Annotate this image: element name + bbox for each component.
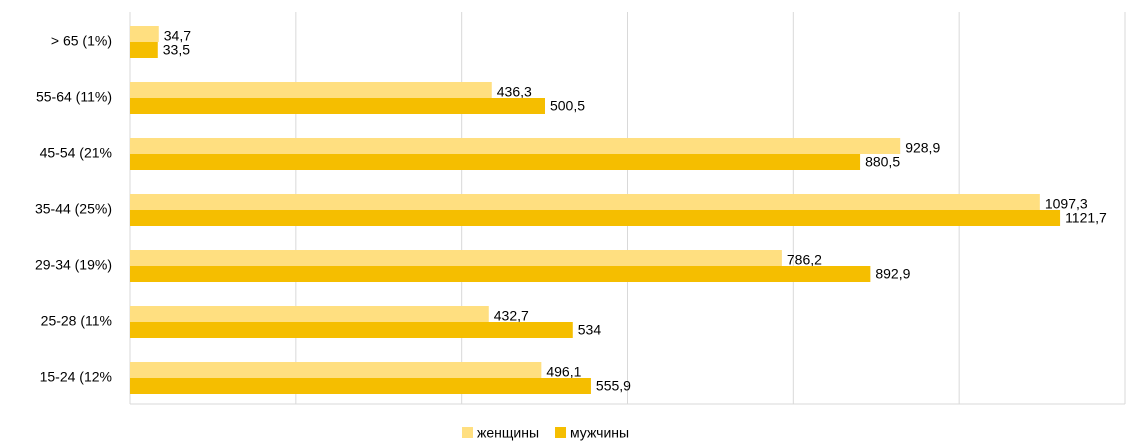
bar — [130, 266, 871, 282]
legend-swatch — [462, 427, 473, 438]
data-label: 534 — [578, 322, 602, 338]
bar — [130, 138, 901, 154]
bar — [130, 82, 492, 98]
bar — [130, 98, 545, 114]
bar — [130, 322, 573, 338]
bar — [130, 42, 158, 58]
bar — [130, 26, 159, 42]
data-label: 34,7 — [164, 28, 191, 44]
bar — [130, 362, 542, 378]
bar — [130, 210, 1061, 226]
data-label: 880,5 — [865, 154, 900, 170]
y-tick-label: > 65 (1%) — [51, 33, 112, 49]
y-tick-label: 25-28 (11% — [41, 313, 112, 329]
bar — [130, 154, 861, 170]
data-label: 500,5 — [550, 98, 585, 114]
bar — [130, 250, 782, 266]
legend-label: мужчины — [570, 425, 629, 441]
y-tick-label: 15-24 (12% — [40, 369, 112, 385]
data-label: 436,3 — [497, 84, 532, 100]
y-tick-label: 29-34 (19%) — [35, 257, 112, 273]
data-label: 33,5 — [163, 42, 190, 58]
bar — [130, 194, 1040, 210]
y-tick-label: 45-54 (21% — [40, 145, 112, 161]
bar — [130, 306, 489, 322]
legend-swatch — [555, 427, 567, 438]
y-tick-label: 55-64 (11%) — [36, 89, 112, 105]
data-label: 496,1 — [546, 364, 581, 380]
legend-label: женщины — [477, 425, 539, 441]
data-label: 1097,3 — [1045, 196, 1088, 212]
data-label: 555,9 — [596, 378, 631, 394]
data-label: 928,9 — [905, 140, 940, 156]
y-tick-label: 35-44 (25%) — [35, 201, 112, 217]
data-label: 432,7 — [494, 308, 529, 324]
bar — [130, 378, 591, 394]
data-label: 1121,7 — [1065, 210, 1107, 226]
data-label: 892,9 — [875, 266, 910, 282]
data-label: 786,2 — [787, 252, 822, 268]
